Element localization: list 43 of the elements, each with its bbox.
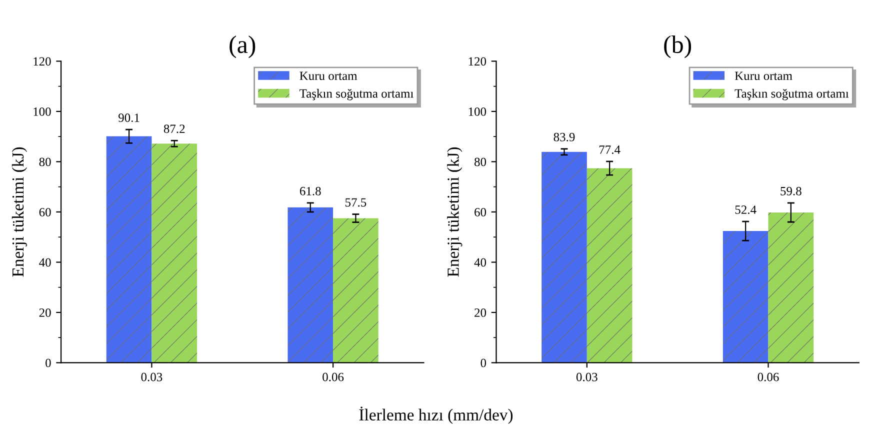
bar: [288, 207, 334, 363]
data-label: 59.8: [780, 186, 802, 196]
x-tick-label: 0.03: [141, 372, 162, 382]
y-tick-label: 0: [480, 358, 486, 368]
y-tick-label: 0: [46, 358, 51, 368]
bar: [333, 218, 378, 363]
legend-label: Kuru ortam: [300, 72, 358, 80]
y-tick-label: 60: [39, 208, 51, 216]
y-tick-label: 20: [39, 308, 51, 317]
y-axis-title: Enerji tüketimi (kJ): [12, 147, 28, 277]
data-label: 61.8: [300, 186, 321, 196]
y-tick-label: 20: [474, 308, 486, 317]
y-tick-label: 100: [34, 107, 51, 116]
data-label: 90.1: [118, 114, 140, 122]
bar: [768, 212, 814, 363]
y-tick-label: 120: [34, 57, 51, 66]
x-axis-title: İlerleme hızı (mm/dev): [359, 406, 513, 424]
data-label: 87.2: [164, 124, 185, 134]
bar: [722, 231, 768, 363]
x-tick-label: 0.06: [758, 372, 779, 382]
chart-title: (b): [664, 36, 692, 58]
x-tick-label: 0.06: [322, 372, 344, 382]
data-label: 83.9: [554, 132, 575, 142]
y-tick-label: 80: [39, 158, 51, 166]
y-tick-label: 100: [468, 107, 486, 116]
y-tick-label: 120: [468, 57, 486, 66]
chart-title: (a): [230, 36, 256, 58]
legend-label: Taşkın soğutma ortamı: [300, 88, 414, 100]
legend-label: Taşkın soğutma ortamı: [734, 88, 849, 100]
data-label: 57.5: [346, 198, 366, 207]
y-tick-label: 60: [474, 208, 486, 216]
y-tick-label: 40: [39, 258, 51, 267]
y-tick-label: 40: [474, 258, 486, 267]
bar: [542, 152, 587, 363]
bar: [106, 136, 152, 363]
legend-label: Kuru ortam: [734, 72, 792, 80]
x-tick-label: 0.03: [576, 372, 598, 382]
y-axis-title: Enerji tüketimi (kJ): [447, 147, 462, 277]
data-label: 52.4: [735, 206, 756, 214]
bar: [586, 168, 632, 363]
bar: [152, 144, 198, 363]
data-label: 77.4: [599, 146, 620, 154]
y-tick-label: 80: [474, 158, 486, 166]
